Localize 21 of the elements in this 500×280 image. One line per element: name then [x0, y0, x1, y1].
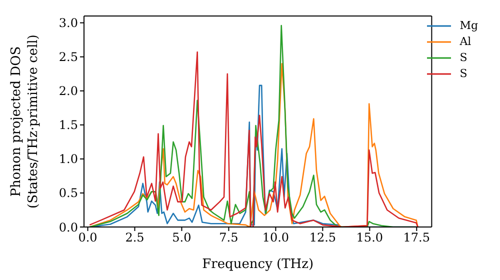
legend-label: Al — [460, 34, 472, 50]
y-tick-label: 1.5 — [58, 118, 78, 132]
y-tick-label: 0.5 — [58, 186, 78, 200]
x-axis-title: Frequency (THz) — [202, 257, 314, 272]
y-tick-label: 3.0 — [58, 16, 78, 30]
x-tick-label: 15.0 — [356, 230, 384, 245]
x-tick-label: 12.5 — [309, 230, 336, 245]
y-tick-label: 1.0 — [58, 152, 78, 166]
x-tick-label: 10.0 — [262, 230, 290, 245]
x-tick-label: 17.5 — [403, 230, 430, 245]
x-tick-label: 5.0 — [172, 230, 192, 245]
legend-label: S — [460, 66, 468, 82]
y-tick-label: 2.0 — [58, 84, 78, 98]
legend-label: Mg — [460, 18, 478, 34]
y-tick-label: 0.0 — [58, 220, 78, 234]
x-tick-label: 0.0 — [78, 230, 98, 245]
y-tick-label: 2.5 — [58, 50, 78, 64]
x-tick-label: 2.5 — [125, 230, 144, 245]
legend-label: S — [460, 50, 468, 66]
x-tick-label: 7.5 — [219, 230, 238, 245]
y-axis-title: Phonon projected DOS (States/THz·primitive cell) — [9, 34, 41, 209]
